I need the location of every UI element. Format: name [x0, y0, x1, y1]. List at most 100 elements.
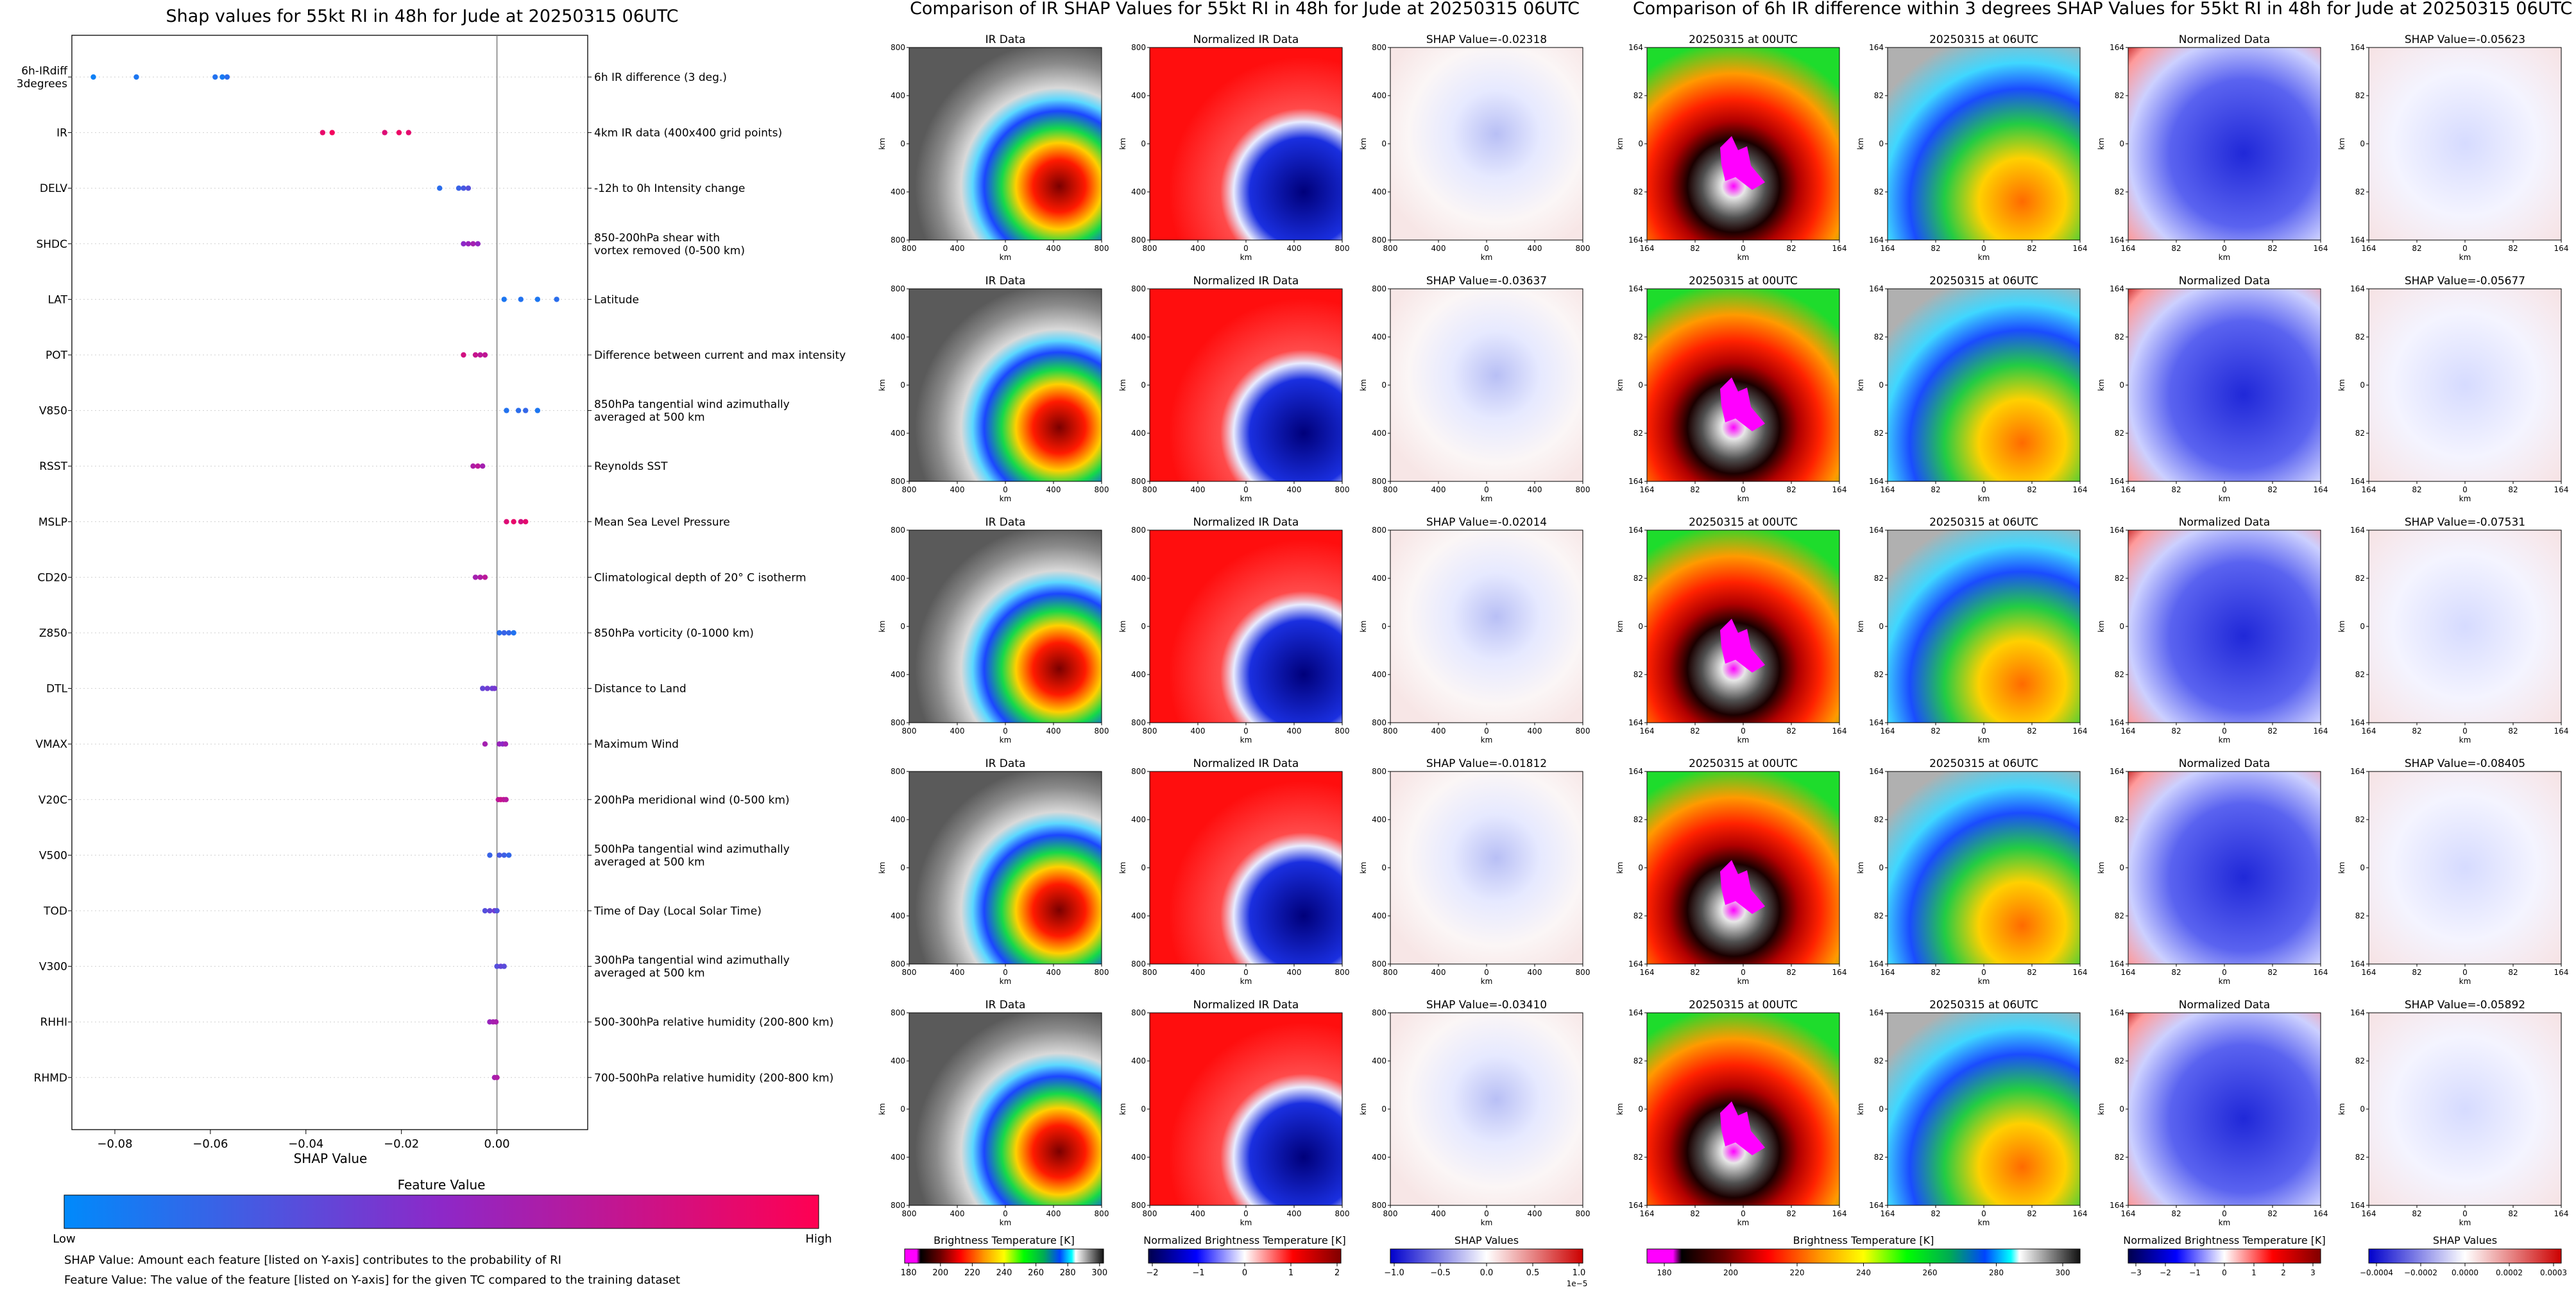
shap-point [497, 630, 502, 636]
panel-y-tick-label: 164 [1628, 526, 1643, 535]
feature-code-label: DELV [40, 182, 67, 195]
panel-x-tick-label: 164 [2314, 968, 2328, 977]
panel-x-tick-label: 82 [2508, 244, 2518, 253]
feature-description: averaged at 500 km [594, 411, 705, 424]
feature-description: 850-200hPa shear with [594, 232, 720, 245]
panel-x-tick-label: 800 [1335, 727, 1350, 736]
panel-y-tick-label: 800 [1372, 960, 1386, 969]
panel-x-tick-label: 164 [2121, 485, 2136, 494]
diff-ir-colorbar [1646, 1248, 2081, 1264]
panel-title: 20250315 at 00UTC [1689, 999, 1798, 1012]
panel-x-tick-label: 82 [2267, 968, 2277, 977]
panel-y-tick-label: 400 [1372, 574, 1386, 583]
panel-x-tick-label: 0 [1741, 968, 1746, 977]
panel-y-axis-label: km [1616, 1103, 1625, 1115]
panel-x-tick-label: 0 [2222, 727, 2227, 736]
panel-y-tick-label: 800 [1131, 477, 1146, 486]
panel-x-tick-label: 0 [1981, 968, 1986, 977]
panel-y-tick-label: 82 [2355, 911, 2365, 920]
panel-y-tick-label: 800 [1372, 477, 1386, 486]
panel-y-tick-label: 82 [2355, 670, 2365, 679]
panel-title: IR Data [985, 999, 1026, 1012]
panel-y-tick-label: 82 [2115, 574, 2124, 583]
panel-y-tick-label: 0 [1381, 1105, 1386, 1114]
panel-x-tick-label: 164 [2362, 1209, 2376, 1218]
panel-x-axis-label: km [1737, 736, 1750, 745]
panel-y-tick-label: 400 [891, 429, 905, 438]
panel-x-tick-label: 800 [1576, 1209, 1591, 1218]
ir-image [909, 1013, 1102, 1205]
panel-x-axis-label: km [1240, 977, 1252, 986]
panel-y-tick-label: 800 [891, 1008, 905, 1017]
colorbar-label: Brightness Temperature [K] [934, 1234, 1075, 1246]
panel-x-axis-label: km [2459, 253, 2471, 262]
panel-y-tick-label: 0 [1638, 139, 1643, 148]
panel-y-axis-label: km [1359, 862, 1368, 874]
panel-x-tick-label: 164 [2362, 968, 2376, 977]
panel-y-tick-label: 164 [1628, 767, 1643, 776]
panel-y-tick-label: 164 [1628, 236, 1643, 245]
panel-y-axis-label: km [1856, 862, 1865, 874]
panel-title: SHAP Value=-0.02014 [1426, 516, 1547, 529]
feature-description: 500-300hPa relative humidity (200-800 km… [594, 1016, 833, 1029]
colorbar-low-label: Low [53, 1232, 75, 1246]
panel-x-tick-label: 164 [2073, 727, 2088, 736]
diff-shap-image [2369, 289, 2561, 481]
panel-y-tick-label: 82 [1874, 429, 1884, 438]
panel-y-tick-label: 82 [1874, 670, 1884, 679]
panel-title: SHAP Value=-0.07531 [2405, 516, 2525, 529]
shap-point [523, 408, 529, 413]
colorbar-tick-label: −2 [2160, 1268, 2171, 1277]
diff-t1-image [1888, 530, 2080, 723]
ir-image [909, 771, 1102, 964]
panel-y-tick-label: 400 [1131, 429, 1146, 438]
diff-t1-image [1888, 47, 2080, 240]
colorbar-tick-label: 0.0002 [2496, 1268, 2523, 1277]
panel-x-tick-label: 800 [902, 968, 917, 977]
panel-x-tick-label: 82 [1786, 244, 1796, 253]
diff-normalized-image [2128, 1013, 2321, 1205]
panel-x-axis-label: km [1240, 494, 1252, 503]
panel-x-tick-label: 400 [1431, 244, 1446, 253]
panel-y-tick-label: 164 [1628, 1201, 1643, 1210]
feature-code-label: RHMD [34, 1072, 67, 1085]
colorbar-tick-label: 0.0 [1480, 1268, 1494, 1278]
shap-point [501, 963, 507, 969]
panel-x-tick-label: 400 [1528, 244, 1542, 253]
feature-description: 6h IR difference (3 deg.) [594, 71, 727, 84]
panel-y-tick-label: 82 [2115, 332, 2124, 341]
panel-x-tick-label: 800 [1335, 1209, 1350, 1218]
panel-y-tick-label: 0 [1879, 622, 1884, 631]
panel-x-axis-label: km [1000, 977, 1012, 986]
panel-y-tick-label: 400 [1131, 187, 1146, 196]
shap-x-axis-label: SHAP Value [294, 1151, 368, 1166]
panel-y-tick-label: 82 [2115, 91, 2124, 100]
diff-section-title: Comparison of 6h IR difference within 3 … [1633, 0, 2572, 19]
panel-x-tick-label: 0 [2222, 244, 2227, 253]
panel-x-tick-label: 82 [2027, 485, 2036, 494]
panel-x-tick-label: 0 [1981, 244, 1986, 253]
panel-y-axis-label: km [878, 138, 887, 150]
colorbar-tick-label: 240 [996, 1268, 1012, 1278]
feature-code-label: LAT [47, 293, 67, 306]
panel-y-tick-label: 0 [1381, 381, 1386, 390]
panel-title: Normalized Data [2179, 516, 2270, 529]
ir-shap-image [1390, 47, 1583, 240]
panel-y-tick-label: 82 [1874, 332, 1884, 341]
shap-point [482, 908, 488, 914]
panel-y-tick-label: 400 [1131, 911, 1146, 920]
panel-y-tick-label: 82 [1633, 574, 1643, 583]
panel-y-axis-label: km [1118, 138, 1127, 150]
colorbar-tick-label: 220 [964, 1268, 980, 1278]
shap-points [90, 74, 559, 1081]
panel-y-axis-label: km [1616, 138, 1625, 150]
panel-y-tick-label: 164 [1869, 960, 1884, 969]
panel-x-tick-label: 0 [1243, 727, 1249, 736]
shap-point [405, 130, 412, 135]
ir-comparison-section: Comparison of IR SHAP Values for 55kt RI… [878, 0, 1590, 1288]
